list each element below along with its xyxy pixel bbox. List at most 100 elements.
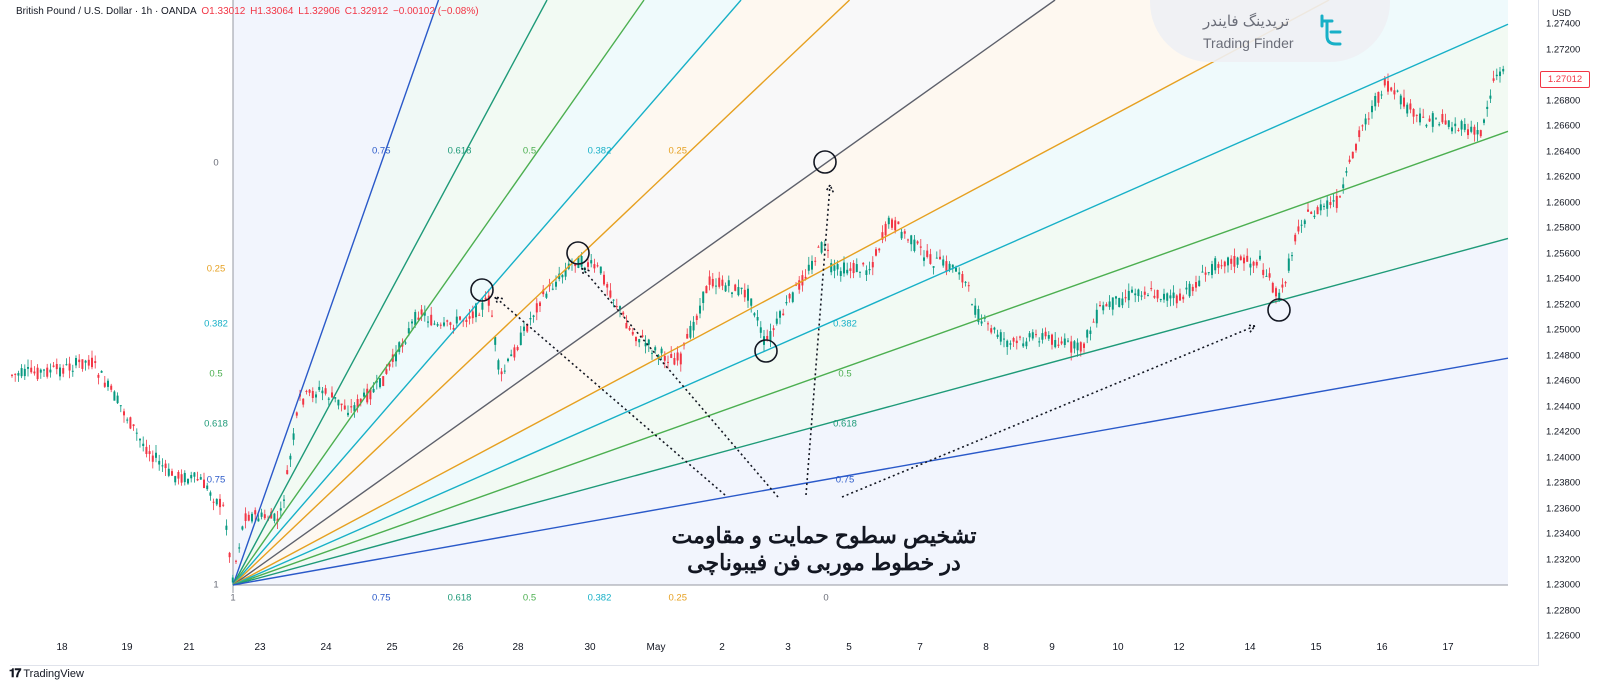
candle-body: [676, 352, 679, 361]
candle-body: [433, 323, 436, 325]
candle-body: [1409, 103, 1412, 110]
candle-body: [260, 512, 263, 517]
candle-body: [929, 254, 932, 264]
candle-body: [862, 262, 865, 265]
candle-body: [59, 367, 61, 377]
candle-body: [967, 285, 970, 287]
watermark-persian-text: تریدینگ فایندر: [1203, 13, 1290, 30]
fan-line-0-75: [232, 357, 1509, 586]
candle-body: [1479, 130, 1482, 137]
candle-body: [577, 256, 580, 269]
candle-body: [62, 368, 65, 374]
time-tick-label: 8: [983, 642, 989, 653]
candle-body: [318, 386, 321, 390]
candle-body: [161, 465, 164, 467]
candle-body: [1495, 74, 1498, 77]
candle-body: [305, 390, 308, 392]
candle-body: [1223, 261, 1226, 267]
candle-body: [551, 288, 554, 290]
candle-body: [1460, 121, 1463, 130]
tradingview-logo[interactable]: 𝟏𝟕 TradingView: [9, 666, 84, 681]
candle-body: [1086, 330, 1089, 338]
candle-body: [999, 332, 1002, 342]
candle-body: [820, 242, 823, 253]
candle-body: [1044, 331, 1047, 337]
candle-body: [46, 367, 49, 377]
candle-body: [81, 359, 84, 369]
candle-body: [1316, 207, 1319, 215]
candle-body: [881, 232, 884, 240]
candle-body: [756, 317, 759, 321]
candle-body: [1319, 204, 1322, 211]
fan-line-0-382: [232, 23, 1509, 586]
time-tick-label: 12: [1173, 642, 1185, 653]
candle-body: [1358, 130, 1361, 138]
candle-body: [1367, 118, 1370, 120]
candle-body: [926, 250, 929, 257]
candle-body: [638, 339, 641, 343]
candle-body: [43, 369, 45, 371]
candle-body: [580, 255, 583, 267]
close-value: C1.32912: [344, 6, 389, 17]
candle-body: [251, 513, 253, 522]
candle-body: [916, 241, 919, 244]
candle-body: [151, 455, 154, 462]
candle-body: [1451, 127, 1453, 132]
candle-body: [977, 309, 980, 323]
candle-body: [759, 327, 762, 333]
time-tick-label: 24: [320, 642, 332, 653]
time-axis[interactable]: 18 19 21 23 24 25 26 28 30 May 2 3 5 7 8 9 10 12 14 15 16 17: [0, 640, 1538, 660]
symbol-name[interactable]: British Pound / U.S. Dollar · 1h · OANDA: [16, 6, 197, 17]
candle-body: [1015, 340, 1018, 344]
candle-body: [737, 287, 740, 296]
candle-body: [903, 231, 906, 234]
candle-body: [273, 513, 276, 521]
candle-body: [871, 262, 874, 268]
fib-right-label: 0.382: [833, 318, 857, 330]
candle-body: [439, 324, 442, 326]
candle-body: [411, 321, 413, 324]
candle-body: [430, 314, 433, 326]
candle-body: [1038, 341, 1041, 343]
candle-body: [619, 306, 621, 311]
candle-body: [135, 432, 138, 434]
candle-body: [1380, 94, 1383, 96]
price-axis[interactable]: 1.27400 1.27200 1.26800 1.26600 1.26400 1.262…: [1538, 0, 1600, 665]
price-tick-label: 1.24800: [1546, 350, 1581, 361]
candle-body: [1009, 343, 1012, 345]
trading-finder-logo-icon: [1320, 14, 1342, 46]
candle-body: [308, 389, 311, 393]
price-tick-label: 1.26000: [1546, 197, 1581, 208]
fib-left-label: 0.75: [206, 474, 226, 485]
symbol-info-bar[interactable]: British Pound / U.S. Dollar · 1h · OANDA…: [16, 6, 481, 17]
candle-body: [1214, 258, 1217, 271]
candle-body: [215, 498, 218, 505]
candle-body: [91, 357, 93, 368]
candle-body: [321, 390, 324, 394]
candle-body: [1211, 264, 1213, 275]
candle-body: [1297, 226, 1300, 232]
candle-body: [1006, 340, 1009, 347]
dotted-arrow: [581, 267, 779, 498]
candle-body: [846, 269, 849, 274]
time-tick-label: May: [646, 642, 666, 653]
candle-body: [596, 265, 599, 267]
candle-body: [1502, 68, 1505, 72]
candle-body: [1428, 118, 1431, 122]
candle-body: [1150, 288, 1153, 290]
candle-body: [1249, 263, 1252, 268]
candle-body: [644, 342, 647, 347]
candle-body: [359, 398, 362, 403]
candle-body: [235, 560, 237, 562]
arrow-head: [493, 295, 503, 305]
candle-body: [33, 371, 36, 374]
candle-body: [1457, 129, 1460, 131]
candle-body: [343, 405, 346, 410]
candle-body: [292, 433, 295, 440]
candle-body: [961, 274, 964, 283]
candle-body: [1390, 87, 1393, 91]
chart-area[interactable]: [10, 0, 1539, 666]
fib-bottom-label: 0.618: [447, 592, 472, 604]
candle-body: [843, 262, 845, 274]
